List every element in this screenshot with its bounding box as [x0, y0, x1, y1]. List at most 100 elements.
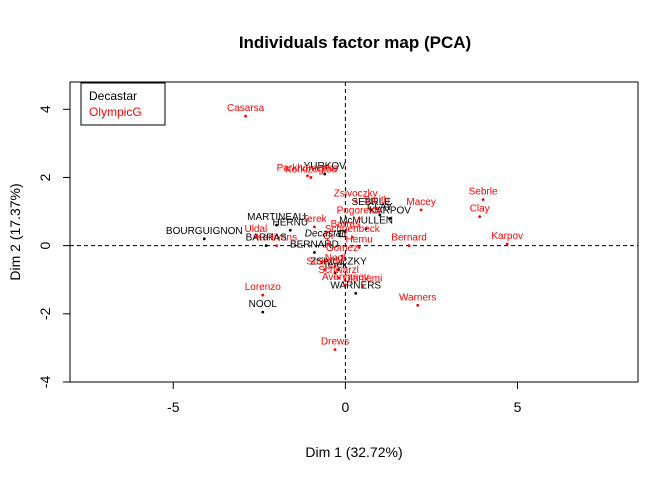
data-point: [264, 244, 268, 248]
data-point: [407, 244, 411, 248]
data-point: [343, 283, 347, 287]
point-label: Uldal: [244, 224, 267, 235]
point-label: Drews: [321, 337, 349, 348]
point-label: Macey: [406, 197, 435, 208]
data-point: [364, 227, 368, 230]
point-label: BARRAS: [246, 233, 287, 244]
point-label: CLAY: [367, 202, 393, 213]
point-label: Schwarzl: [318, 265, 359, 276]
data-point: [309, 176, 313, 179]
point-label: HERNU: [273, 217, 309, 228]
point-label: KARPOV: [369, 205, 411, 216]
data-point: [261, 293, 265, 297]
legend-entry-decastar: Decastar: [89, 89, 137, 103]
y-tick-label: 4: [37, 105, 53, 113]
point-label: BOURGUIGNON: [166, 226, 243, 237]
data-point: [350, 235, 354, 239]
data-point: [275, 244, 278, 248]
y-tick-label: 0: [37, 242, 53, 250]
data-point: [326, 242, 330, 246]
x-tick-label: 0: [341, 399, 349, 415]
data-point: [340, 254, 344, 258]
data-point: [354, 199, 358, 203]
y-tick-label: -2: [37, 307, 53, 320]
x-axis: -5 0 5: [167, 381, 522, 415]
point-label: Gomez: [326, 243, 358, 254]
point-label: Hernu: [346, 234, 373, 245]
point-label: Smith: [364, 195, 390, 206]
point-label: Zsivoczky: [334, 188, 378, 199]
data-point: [313, 225, 316, 229]
point-label: SEBRLE: [351, 197, 391, 208]
point-label: Bernard: [391, 233, 427, 244]
data-point: [244, 114, 247, 118]
point-label: MARTINEAU: [247, 212, 306, 223]
point-label: Averyanov: [322, 272, 369, 283]
data-point: [337, 276, 340, 280]
data-point: [388, 216, 392, 220]
data-point: [333, 264, 337, 268]
point-label: ZSIVOCZKY: [310, 257, 367, 268]
data-point: [254, 235, 258, 239]
chart-title: Individuals factor map (PCA): [239, 33, 471, 52]
data-point: [323, 172, 327, 176]
point-label: Pogorelov: [337, 205, 382, 216]
y-axis-label: Dim 2 (17.37%): [7, 183, 23, 280]
data-point: [357, 245, 361, 249]
point-label: Barras: [331, 219, 360, 230]
point-label: BERNARD: [290, 239, 339, 250]
y-axis: -4 -2 0 2 4: [37, 105, 71, 389]
data-point: [261, 310, 265, 314]
point-label: Korkizoglou: [285, 164, 337, 175]
data-point: [313, 251, 316, 254]
data-point: [378, 213, 382, 217]
legend-box: [80, 82, 166, 126]
point-label: Ojaniemi: [343, 274, 382, 285]
data-point: [323, 268, 327, 271]
point-label: Casarsa: [227, 103, 265, 114]
data-point: [337, 268, 340, 271]
data-point: [357, 216, 361, 220]
point-label: WARNERS: [330, 280, 381, 291]
point-label: Smirnov: [306, 257, 343, 268]
data-point: [361, 285, 365, 288]
data-point: [306, 174, 309, 178]
point-label: Terek: [302, 214, 327, 225]
data-point: [369, 208, 373, 212]
legend: Decastar OlympicG: [80, 82, 166, 126]
data-point: [505, 242, 509, 246]
data-point: [333, 271, 337, 275]
x-tick-label: 5: [514, 399, 522, 415]
data-point: [275, 223, 278, 227]
point-label: NOOL: [249, 299, 278, 310]
point-label: Nool: [325, 253, 346, 264]
data-point: [419, 208, 423, 212]
point-label: Karpov: [491, 231, 523, 242]
data-point: [478, 215, 482, 219]
data-point: [416, 303, 420, 307]
point-label: Clay: [470, 204, 490, 215]
centroid-marker: [338, 230, 346, 238]
x-axis-label: Dim 1 (32.72%): [305, 444, 402, 460]
data-point: [333, 348, 337, 352]
centroid-decastar: Decastar: [305, 229, 346, 240]
x-tick-label: -5: [167, 399, 180, 415]
y-tick-label: 2: [37, 173, 53, 181]
point-label: YURKOV: [304, 161, 347, 172]
data-point: [288, 228, 292, 232]
point-label: Lorenzo: [245, 282, 282, 293]
legend-entry-olympicg: OlympicG: [89, 105, 142, 119]
point-label: Schoenbeck: [325, 224, 381, 235]
point-label: Warners: [399, 292, 436, 303]
point-label: McMULLEN: [339, 216, 393, 227]
centroid-label: Decastar: [305, 229, 346, 240]
data-point: [374, 206, 378, 210]
y-tick-label: -4: [37, 376, 53, 389]
point-label: Qi: [323, 231, 333, 242]
data-point: [354, 291, 358, 295]
data-point: [481, 198, 485, 202]
data-point: [202, 237, 206, 241]
point-label: Sebrle: [469, 187, 498, 198]
